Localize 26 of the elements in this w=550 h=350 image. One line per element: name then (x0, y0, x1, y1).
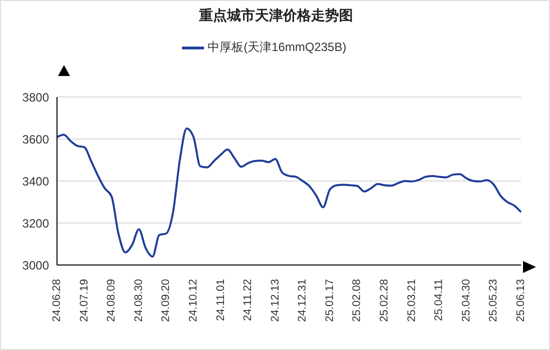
x-tick-label: 25.04.11 (433, 279, 446, 322)
x-tick-label: 24.12.13 (269, 279, 282, 322)
x-tick-label: 25.03.21 (406, 279, 418, 322)
y-tick-label: 3400 (22, 174, 50, 188)
chart-title: 重点城市天津价格走势图 (198, 7, 354, 25)
x-tick-label: 24.09.20 (160, 279, 172, 322)
x-tick-label: 24.06.28 (51, 279, 63, 322)
y-tick-label: 3800 (22, 90, 50, 104)
x-tick-label: 24.08.09 (106, 279, 118, 322)
y-tick-label: 3000 (22, 258, 50, 272)
x-tick-label: 24.07.19 (78, 279, 90, 322)
x-tick-label: 24.11.22 (242, 279, 254, 322)
y-tick-label: 3200 (22, 216, 50, 230)
x-tick-label: 25.04.30 (460, 279, 472, 322)
x-tick-label: 25.06.13 (515, 279, 527, 322)
y-tick-label: 3600 (22, 132, 50, 146)
x-tick-label: 25.02.28 (378, 279, 391, 322)
x-tick-label: 24.12.31 (296, 279, 309, 322)
x-tick-label: 24.08.30 (132, 279, 145, 322)
x-tick-label: 25.02.08 (351, 279, 364, 322)
x-tick-label: 24.11.01 (214, 279, 227, 322)
x-tick-label: 25.05.23 (488, 279, 500, 322)
legend-label: 中厚板(天津16mmQ235B) (208, 40, 346, 54)
x-tick-label: 25.01.17 (324, 279, 336, 322)
x-tick-label: 24.10.12 (187, 279, 200, 322)
line-series (56, 128, 522, 258)
